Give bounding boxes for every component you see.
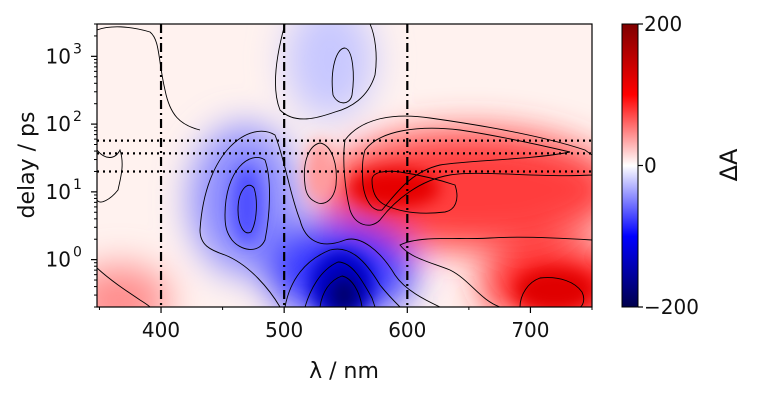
x-tick-label-1: 500 [265,318,303,342]
wavelength-markers [159,24,409,307]
y-tick-exponent-2: 2 [73,109,82,125]
uv-absorption-band [97,265,170,307]
x-tick-label-2: 600 [388,318,426,342]
late-bleach-halo [285,24,375,120]
delay-markers [97,139,592,173]
absorption-core-700 [515,268,592,307]
y-tick-label-0: 10 [46,248,71,272]
plot-frame [96,23,593,308]
y-tick-label-3: 10 [46,44,71,68]
y-axis-label: delay / ps [15,112,40,219]
absorption-core-525 [306,140,334,200]
y-tick-label-1: 10 [46,180,71,204]
y-tick-exponent-0: 0 [73,245,82,261]
x-tick-label-3: 700 [511,318,549,342]
colorbar: 200 0 −200 ΔA [621,12,743,319]
heatmap-field [97,24,592,307]
colorbar-tick-label-0: 200 [644,12,682,36]
x-tick-label-0: 400 [142,318,180,342]
y-tick-label-2: 10 [46,112,71,136]
contour-lines [97,47,592,307]
colorbar-tick-label-1: 0 [644,154,657,178]
colorbar-tick-label-2: −200 [644,295,699,319]
x-axis-label: λ / nm [309,359,379,384]
colorbar-label: ΔA [715,148,743,181]
y-tick-exponent-3: 3 [73,41,82,57]
bleach-core-470 [231,165,263,245]
colorbar-gradient [621,23,639,308]
colorbar-ticks: 200 0 −200 [638,12,699,319]
x-axis-ticks: 400 500 600 700 [98,307,593,342]
y-tick-exponent-1: 1 [73,177,82,193]
